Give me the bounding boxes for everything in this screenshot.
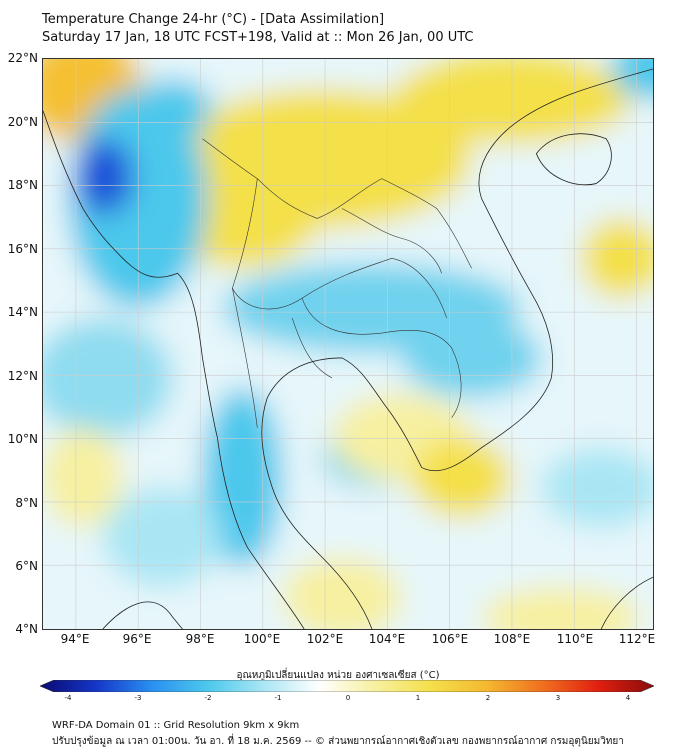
lon-label: 112°E	[618, 632, 656, 646]
lon-label: 108°E	[493, 632, 531, 646]
lon-label: 106°E	[431, 632, 469, 646]
footer-model-info: WRF-DA Domain 01 :: Grid Resolution 9km …	[52, 720, 300, 731]
lon-label: 94°E	[60, 632, 90, 646]
lat-label: 8°N	[15, 496, 38, 510]
colorbar-tick: 2	[485, 694, 491, 702]
map-canvas	[43, 59, 653, 629]
graticule	[43, 59, 653, 629]
lat-label: 6°N	[15, 559, 38, 573]
colorbar-tick: 0	[345, 694, 351, 702]
colorbar-tick: -1	[274, 694, 282, 702]
colorbar	[40, 680, 654, 692]
colorbar-tick: 3	[555, 694, 561, 702]
lat-label: 22°N	[7, 51, 38, 65]
admin-borders	[202, 138, 472, 428]
lon-label: 110°E	[556, 632, 594, 646]
lat-label: 16°N	[7, 242, 38, 256]
coastlines	[43, 68, 653, 629]
colorbar-tick: -3	[134, 694, 142, 702]
map-subtitle: Saturday 17 Jan, 18 UTC FCST+198, Valid …	[42, 30, 474, 45]
colorbar-tick: -2	[204, 694, 212, 702]
temperature-field	[43, 59, 653, 629]
colorbar-tick: 4	[625, 694, 631, 702]
lat-label: 12°N	[7, 369, 38, 383]
lat-label: 10°N	[7, 432, 38, 446]
lon-label: 102°E	[306, 632, 344, 646]
lat-label: 4°N	[15, 622, 38, 636]
colorbar-tick: 1	[415, 694, 421, 702]
lat-label: 14°N	[7, 305, 38, 319]
lon-label: 96°E	[122, 632, 152, 646]
temperature-map	[42, 58, 654, 630]
lon-label: 100°E	[243, 632, 281, 646]
lon-label: 104°E	[368, 632, 406, 646]
lat-label: 18°N	[7, 178, 38, 192]
lon-label: 98°E	[185, 632, 215, 646]
footer-credit: ปรับปรุงข้อมูล ณ เวลา 01:00น. วัน อา. ที…	[52, 736, 624, 747]
colorbar-tick: -4	[64, 694, 72, 702]
map-title: Temperature Change 24-hr (°C) - [Data As…	[42, 12, 385, 27]
lat-label: 20°N	[7, 115, 38, 129]
colorbar-title: อุณหภูมิเปลี่ยนแปลง หน่วย องศาเซลเซียส (…	[236, 670, 440, 681]
